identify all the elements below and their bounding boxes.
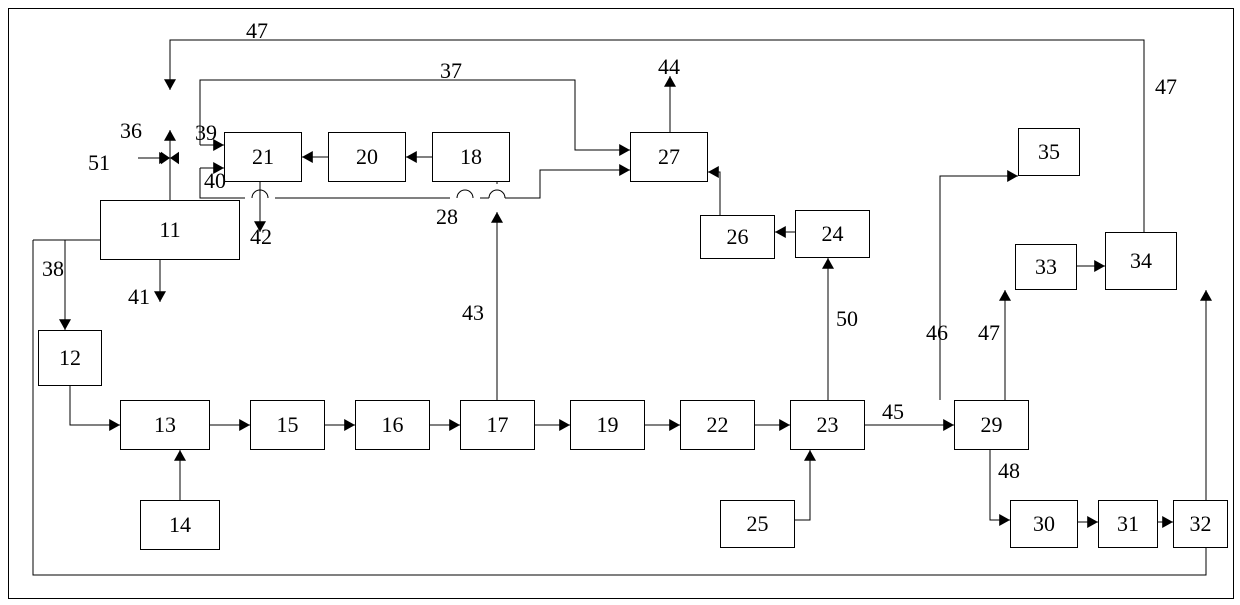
edge-label-44: 44 [658,54,680,80]
node-label: 11 [159,217,180,243]
node-14: 14 [140,500,220,550]
node-17: 17 [460,400,535,450]
node-24: 24 [795,210,870,258]
edge-label-37: 37 [440,58,462,84]
node-21: 21 [224,132,302,182]
edge-label-45: 45 [882,399,904,425]
node-26: 26 [700,215,775,259]
node-19: 19 [570,400,645,450]
edge-label-47: 47 [1155,74,1177,100]
node-35: 35 [1018,128,1080,176]
node-12: 12 [38,330,102,386]
node-label: 30 [1033,511,1055,537]
edge-label-38: 38 [42,256,64,282]
node-label: 13 [154,412,176,438]
node-30: 30 [1010,500,1078,548]
node-label: 17 [487,412,509,438]
node-label: 33 [1035,254,1057,280]
node-label: 32 [1190,511,1212,537]
node-label: 34 [1130,248,1152,274]
edge-label-47: 47 [246,18,268,44]
node-13: 13 [120,400,210,450]
node-25: 25 [720,500,795,548]
node-label: 22 [707,412,729,438]
node-label: 15 [277,412,299,438]
edge-label-39: 39 [195,120,217,146]
edge-label-47: 47 [978,320,1000,346]
node-29: 29 [954,400,1029,450]
edge-label-46: 46 [926,320,948,346]
node-23: 23 [790,400,865,450]
node-label: 31 [1117,511,1139,537]
node-18: 18 [432,132,510,182]
edge-label-48: 48 [998,458,1020,484]
node-label: 14 [169,512,191,538]
edge-label-51: 51 [88,150,110,176]
edge-label-50: 50 [836,306,858,332]
node-label: 12 [59,345,81,371]
node-22: 22 [680,400,755,450]
node-label: 23 [817,412,839,438]
node-label: 24 [822,221,844,247]
node-label: 19 [597,412,619,438]
node-16: 16 [355,400,430,450]
node-label: 26 [727,224,749,250]
edge-label-42: 42 [250,224,272,250]
edge-label-43: 43 [462,300,484,326]
node-label: 35 [1038,139,1060,165]
node-label: 20 [356,144,378,170]
edge-label-36: 36 [120,118,142,144]
node-15: 15 [250,400,325,450]
node-31: 31 [1098,500,1158,548]
node-label: 16 [382,412,404,438]
node-32: 32 [1173,500,1228,548]
node-label: 25 [747,511,769,537]
node-11: 11 [100,200,240,260]
node-34: 34 [1105,232,1177,290]
node-27: 27 [630,132,708,182]
node-20: 20 [328,132,406,182]
node-label: 27 [658,144,680,170]
node-label: 18 [460,144,482,170]
edge-label-40: 40 [204,168,226,194]
node-label: 21 [252,144,274,170]
edge-label-28: 28 [436,204,458,230]
edge-label-41: 41 [128,284,150,310]
node-label: 29 [981,412,1003,438]
node-33: 33 [1015,244,1077,290]
